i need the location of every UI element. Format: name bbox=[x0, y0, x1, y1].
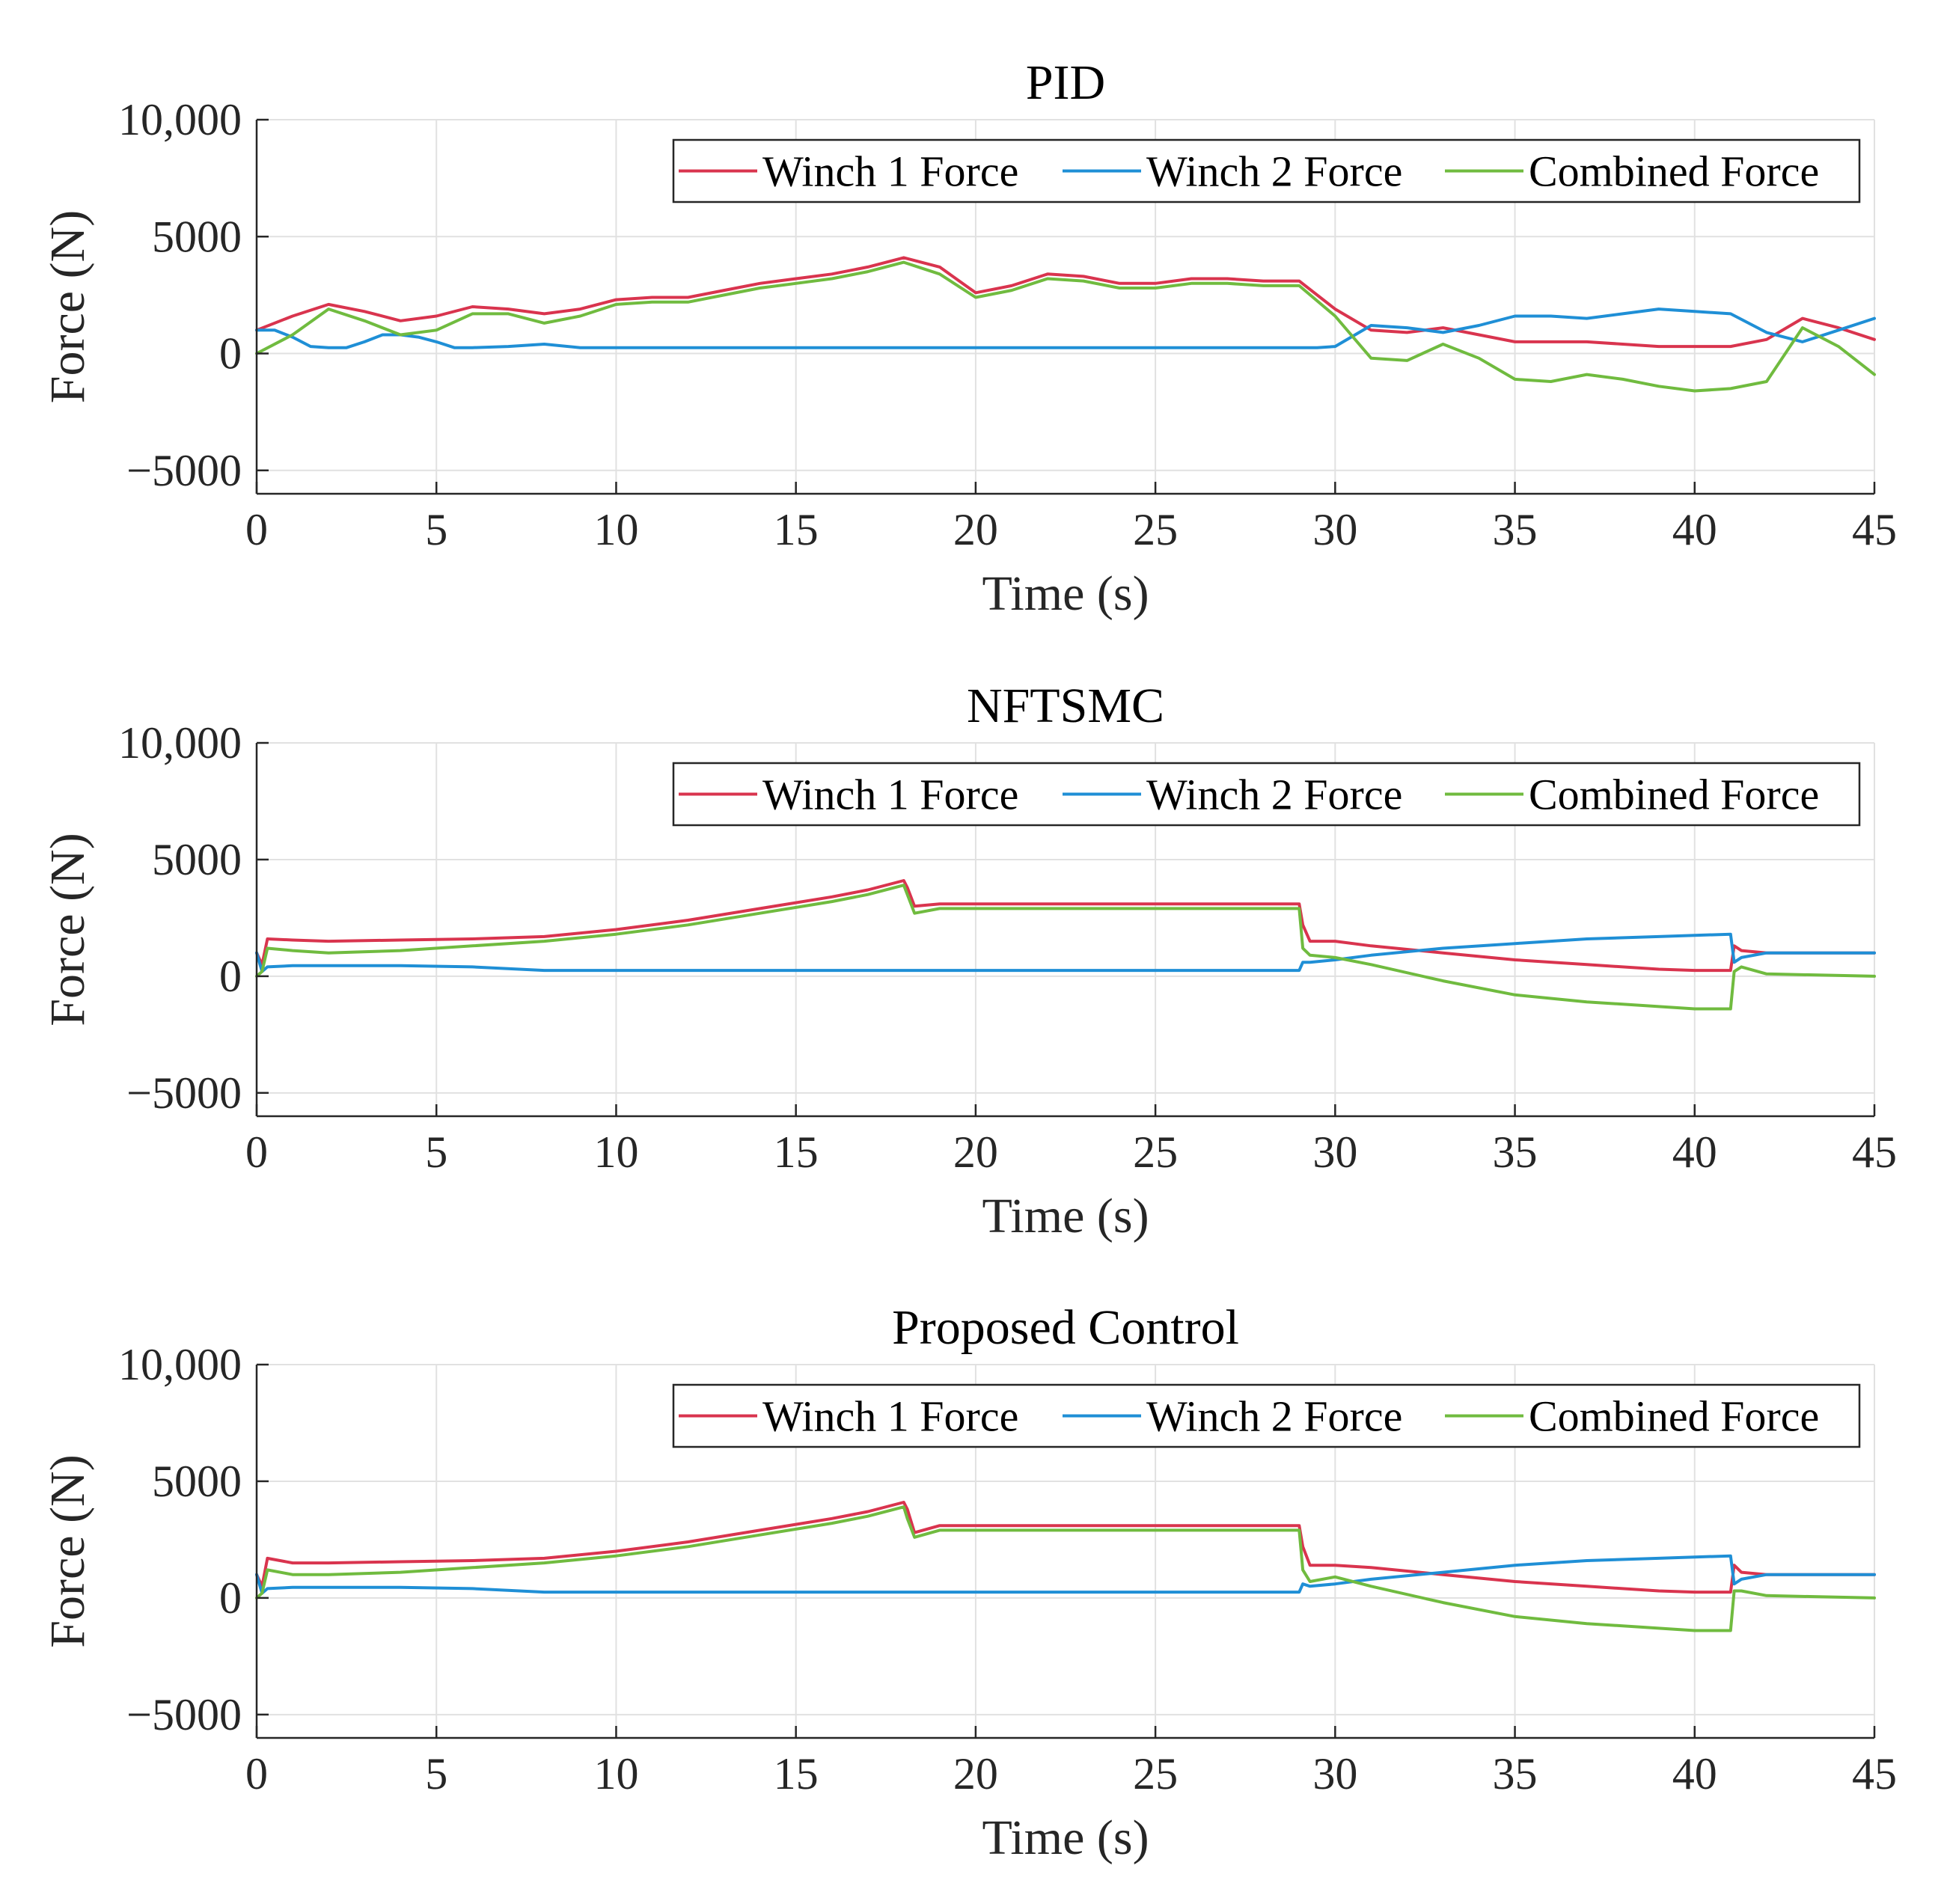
x-tick-label: 0 bbox=[245, 505, 268, 554]
chart-title: PID bbox=[1026, 55, 1105, 110]
x-tick-label: 20 bbox=[953, 505, 998, 554]
x-tick-label: 25 bbox=[1133, 1749, 1178, 1799]
x-axis-label: Time (s) bbox=[982, 1189, 1149, 1243]
y-tick-label: 0 bbox=[219, 329, 242, 379]
x-tick-label: 15 bbox=[774, 505, 819, 554]
legend-label: Combined Force bbox=[1529, 147, 1819, 196]
legend-label: Winch 2 Force bbox=[1146, 771, 1402, 819]
x-tick-label: 35 bbox=[1493, 1749, 1538, 1799]
legend: Winch 1 Force Winch 2 Force Combined Force bbox=[672, 762, 1861, 827]
x-tick-label: 20 bbox=[953, 1127, 998, 1177]
y-tick-label: 5000 bbox=[152, 835, 242, 884]
series-line-winch-1-force bbox=[255, 1501, 1876, 1594]
legend-label: Winch 2 Force bbox=[1146, 147, 1402, 196]
x-tick-label: 25 bbox=[1133, 1127, 1178, 1177]
x-tick-label: 40 bbox=[1672, 505, 1717, 554]
chart-panel-1: 0 5 10 15 20 25 30 35 40 45−50000500010,000PIDTim… bbox=[40, 55, 1897, 621]
y-tick-label: 10,000 bbox=[118, 718, 242, 768]
x-tick-label: 5 bbox=[425, 1749, 447, 1799]
legend-label: Winch 1 Force bbox=[762, 771, 1018, 819]
x-tick-label: 10 bbox=[593, 1749, 638, 1799]
x-tick-label: 45 bbox=[1852, 1749, 1897, 1799]
x-tick-label: 35 bbox=[1493, 505, 1538, 554]
legend-box bbox=[672, 1383, 1861, 1448]
x-tick-label: 5 bbox=[425, 1127, 447, 1177]
series-line-winch-2-force bbox=[255, 932, 1876, 973]
x-tick-label: 30 bbox=[1312, 1127, 1357, 1177]
y-tick-label: 10,000 bbox=[118, 95, 242, 144]
x-tick-label: 15 bbox=[774, 1127, 819, 1177]
series-line-winch-2-force bbox=[255, 1554, 1876, 1595]
y-tick-label: 5000 bbox=[152, 1457, 242, 1506]
x-tick-label: 40 bbox=[1672, 1749, 1717, 1799]
y-axis-label: Force (N) bbox=[40, 833, 95, 1026]
x-tick-label: 0 bbox=[245, 1749, 268, 1799]
legend-label: Winch 1 Force bbox=[762, 1392, 1018, 1441]
y-axis-label: Force (N) bbox=[40, 210, 95, 403]
legend: Winch 1 Force Winch 2 Force Combined Force bbox=[672, 138, 1861, 203]
y-axis-label: Force (N) bbox=[40, 1454, 95, 1647]
legend: Winch 1 Force Winch 2 Force Combined Force bbox=[672, 1383, 1861, 1448]
x-tick-label: 45 bbox=[1852, 1127, 1897, 1177]
y-tick-label: 5000 bbox=[152, 212, 242, 261]
x-tick-label: 10 bbox=[593, 505, 638, 554]
x-tick-label: 25 bbox=[1133, 505, 1178, 554]
x-tick-label: 30 bbox=[1312, 1749, 1357, 1799]
chart-panel-3: 0 5 10 15 20 25 30 35 40 45−50000500010,000Propos… bbox=[40, 1300, 1897, 1865]
series-line-winch-1-force bbox=[255, 256, 1876, 349]
y-tick-label: −5000 bbox=[126, 446, 242, 495]
x-tick-label: 15 bbox=[774, 1749, 819, 1799]
chart-panel-2: 0 5 10 15 20 25 30 35 40 45−50000500010,000NFTSMC… bbox=[40, 679, 1897, 1243]
legend-label: Winch 1 Force bbox=[762, 147, 1018, 196]
y-tick-label: −5000 bbox=[126, 1690, 242, 1739]
x-tick-label: 45 bbox=[1852, 505, 1897, 554]
legend-box bbox=[672, 762, 1861, 827]
chart-title: NFTSMC bbox=[967, 679, 1164, 733]
legend-label: Combined Force bbox=[1529, 1392, 1819, 1441]
chart-title: Proposed Control bbox=[892, 1300, 1239, 1355]
x-tick-label: 0 bbox=[245, 1127, 268, 1177]
x-tick-label: 20 bbox=[953, 1749, 998, 1799]
series-line-combined-force bbox=[255, 1505, 1876, 1632]
series-line-winch-2-force bbox=[255, 307, 1876, 349]
legend-label: Winch 2 Force bbox=[1146, 1392, 1402, 1441]
series-line-combined-force bbox=[255, 260, 1876, 393]
series-line-winch-1-force bbox=[255, 879, 1876, 973]
x-axis-label: Time (s) bbox=[982, 1810, 1149, 1865]
y-tick-label: 0 bbox=[219, 1573, 242, 1623]
x-tick-label: 10 bbox=[593, 1127, 638, 1177]
y-tick-label: 0 bbox=[219, 952, 242, 1001]
x-tick-label: 30 bbox=[1312, 505, 1357, 554]
x-tick-label: 35 bbox=[1493, 1127, 1538, 1177]
x-tick-label: 40 bbox=[1672, 1127, 1717, 1177]
x-tick-label: 5 bbox=[425, 505, 447, 554]
legend-label: Combined Force bbox=[1529, 771, 1819, 819]
series-line-combined-force bbox=[255, 884, 1876, 1011]
legend-box bbox=[672, 138, 1861, 203]
y-tick-label: −5000 bbox=[126, 1068, 242, 1118]
y-tick-label: 10,000 bbox=[118, 1340, 242, 1389]
x-axis-label: Time (s) bbox=[982, 566, 1149, 621]
